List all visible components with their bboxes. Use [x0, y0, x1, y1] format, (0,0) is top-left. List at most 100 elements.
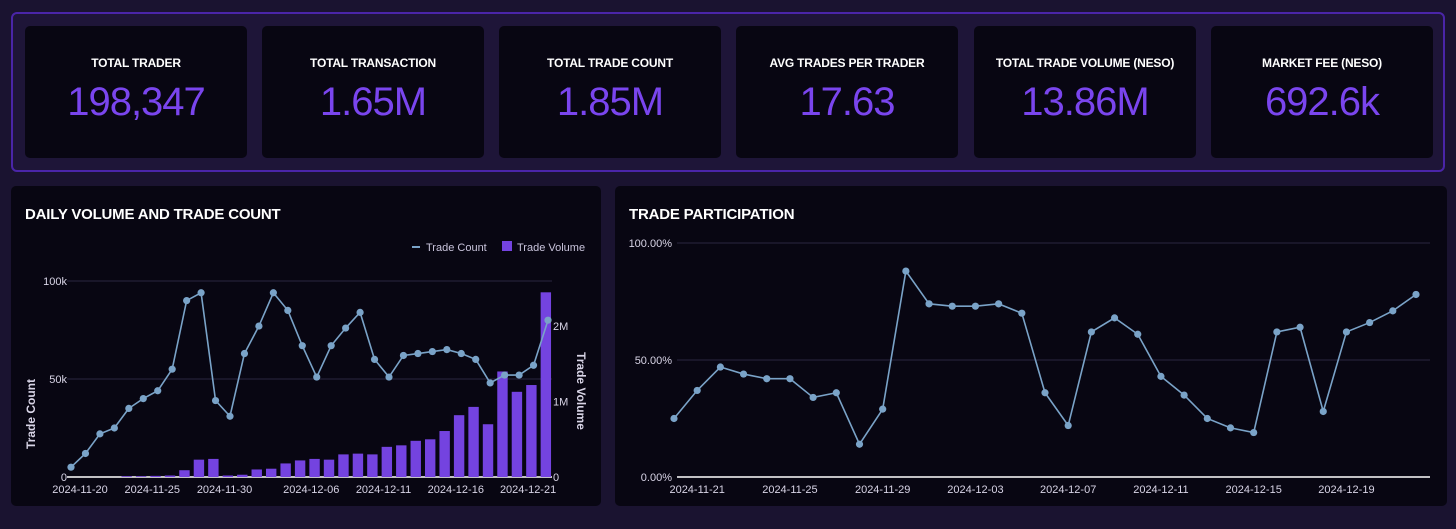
volume-bar [468, 406, 479, 477]
legend-trade-count: Trade Count [426, 242, 487, 254]
participation-point [971, 302, 980, 310]
volume-bar [410, 440, 421, 477]
volume-bar [338, 454, 349, 477]
participation-point [716, 363, 724, 371]
volume-bar [526, 385, 537, 477]
x-tick-label: 2024-12-07 [1040, 484, 1096, 496]
trade-count-point [385, 373, 393, 381]
volume-bar [164, 475, 176, 477]
kpi-label: TOTAL TRADE COUNT [547, 56, 673, 70]
participation-point [1296, 323, 1304, 331]
trade-participation-chart-card: TRADE PARTICIPATION 0.00% 50.00% 100.00% 20… [615, 186, 1447, 506]
trade-count-point [327, 342, 335, 350]
kpi-panel: TOTAL TRADER 198,347 TOTAL TRANSACTION 1… [11, 12, 1445, 172]
volume-bar [179, 470, 190, 477]
y-tick-label: 50k [49, 374, 67, 386]
volume-bar [511, 391, 523, 477]
trade-count-point [428, 347, 436, 356]
volume-bar [309, 458, 320, 477]
trade-count-point [457, 349, 465, 358]
legend-bar-swatch [502, 241, 512, 251]
participation-point [1110, 314, 1119, 322]
kpi-value: 692.6k [1264, 80, 1380, 124]
volume-bar [497, 371, 508, 477]
volume-bar [424, 439, 436, 477]
participation-point [925, 300, 933, 308]
trade-count-point [284, 306, 292, 314]
participation-point [670, 414, 678, 423]
volume-bar [453, 415, 465, 477]
trade-count-point [197, 289, 205, 297]
participation-point [809, 393, 817, 402]
legend: Trade Count Trade Volume [412, 241, 585, 254]
volume-bar [540, 292, 552, 477]
trade-count-point [370, 355, 379, 363]
participation-point [1389, 307, 1397, 315]
trade-count-point [211, 396, 220, 405]
volume-bar [381, 446, 393, 477]
kpi-card-avg-trades-per-trader: AVG TRADES PER TRADER 17.63 [736, 26, 958, 158]
volume-bar [294, 460, 306, 477]
participation-point [1134, 330, 1142, 338]
chart-title: TRADE PARTICIPATION [629, 206, 795, 223]
participation-point [1412, 290, 1420, 299]
participation-point [1018, 309, 1026, 317]
x-tick-label: 2024-12-11 [1133, 484, 1188, 496]
participation-point [879, 405, 887, 413]
kpi-card-total-trade-count: TOTAL TRADE COUNT 1.85M [499, 26, 721, 158]
volume-bar [323, 459, 335, 477]
trade-count-point [529, 361, 538, 369]
participation-point [763, 375, 771, 383]
volume-bar [439, 431, 450, 477]
volume-bar [222, 475, 234, 477]
x-tick-label: 2024-11-25 [125, 484, 180, 496]
kpi-label: TOTAL TRANSACTION [310, 56, 436, 70]
participation-point [948, 302, 956, 310]
trade-count-point [443, 346, 451, 354]
x-tick-label: 2024-12-16 [428, 484, 484, 496]
participation-point [1180, 391, 1188, 399]
volume-bar [121, 476, 132, 477]
volume-bar [265, 468, 277, 477]
y-tick-label: 100k [43, 276, 67, 288]
x-tick-label: 2024-11-25 [762, 484, 817, 496]
kpi-value: 17.63 [799, 80, 895, 124]
trade-count-point [110, 424, 118, 432]
trade-count-point [515, 371, 523, 379]
x-tick-label: 2024-11-30 [197, 484, 252, 496]
y-tick-label: 100.00% [629, 238, 673, 250]
trade-count-point [125, 404, 133, 412]
trade-count-point [399, 351, 408, 360]
kpi-label: TOTAL TRADE VOLUME (NESO) [995, 56, 1175, 70]
trade-count-point [139, 395, 147, 403]
trade-count-point [298, 342, 306, 350]
participation-point [1366, 318, 1374, 327]
trade-count-point [240, 349, 249, 358]
kpi-value: 198,347 [67, 80, 206, 124]
participation-point [1157, 372, 1165, 380]
volume-bar [208, 458, 219, 477]
participation-point [855, 440, 864, 448]
participation-point [1064, 421, 1072, 430]
volume-bar [367, 454, 378, 477]
daily-volume-chart-card: DAILY VOLUME AND TRADE COUNT Trade Count… [11, 186, 601, 506]
participation-point [1342, 328, 1351, 336]
volume-bar [251, 469, 262, 477]
trade-participation-chart: 0.00% 50.00% 100.00% 2024-11-21 2024-11-25 20… [629, 238, 1430, 496]
participation-point [693, 386, 701, 395]
trade-count-point [226, 412, 234, 420]
trade-count-point [255, 322, 263, 330]
volume-bar [193, 459, 205, 477]
participation-point [995, 300, 1003, 308]
trade-count-point [183, 297, 191, 305]
y2-tick-label: 0 [553, 472, 559, 484]
daily-volume-chart: Trade Count Trade Volume Trade Count Tra… [24, 241, 588, 496]
y-tick-label: 0.00% [641, 472, 672, 484]
x-tick-label: 2024-12-03 [947, 484, 1003, 496]
kpi-card-total-trader: TOTAL TRADER 198,347 [25, 26, 247, 158]
y-tick-label: 0 [61, 472, 67, 484]
participation-point [786, 375, 794, 383]
chart-title: DAILY VOLUME AND TRADE COUNT [25, 206, 281, 223]
participation-point [1041, 389, 1049, 397]
y2-tick-label: 1M [553, 397, 568, 409]
